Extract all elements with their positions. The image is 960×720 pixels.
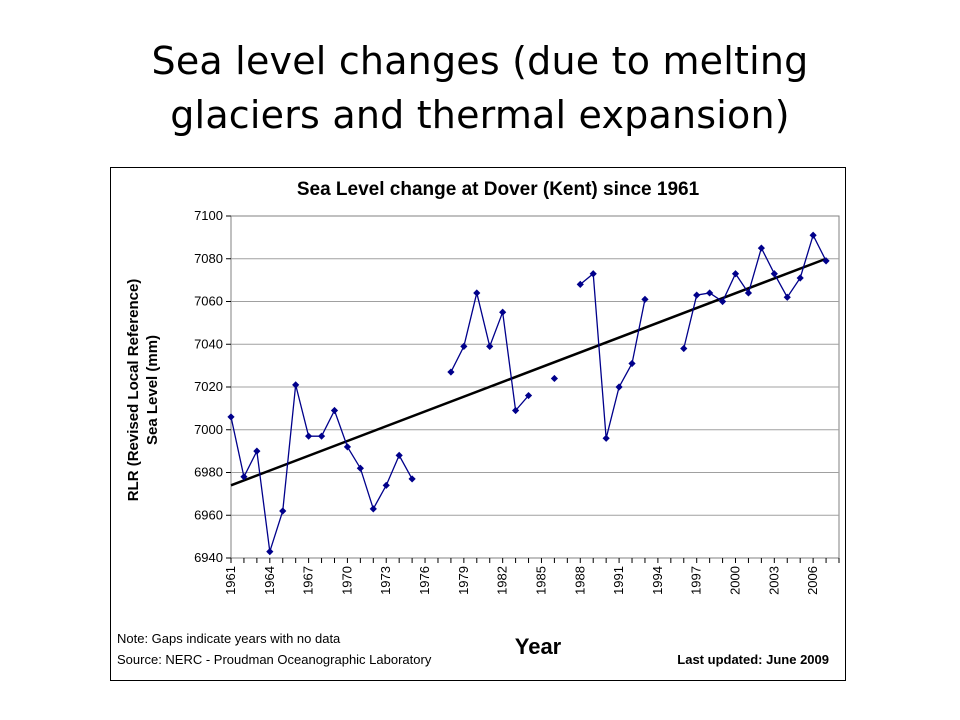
series-line <box>230 384 413 552</box>
y-axis-label-line2: Sea Level (mm) <box>144 335 161 445</box>
data-point <box>680 344 688 353</box>
y-tick-label: 6980 <box>194 465 223 480</box>
x-tick-label: 1964 <box>262 566 277 595</box>
x-tick-label: 2006 <box>805 566 820 595</box>
series-line <box>683 233 827 349</box>
data-point <box>292 381 300 389</box>
data-point <box>330 406 339 415</box>
x-tick-label: 1982 <box>495 566 510 595</box>
data-point <box>266 547 274 556</box>
x-tick-label: 1994 <box>650 566 665 595</box>
x-tick-label: 1988 <box>572 566 587 595</box>
y-tick-label: 6960 <box>194 507 223 522</box>
y-tick-label: 7020 <box>194 379 223 394</box>
data-point <box>382 481 390 489</box>
series-line <box>579 272 646 439</box>
y-tick-label: 7100 <box>194 208 223 223</box>
data-point <box>796 274 804 282</box>
data-point <box>253 447 261 455</box>
trendline-layer <box>230 257 827 487</box>
x-tick-label: 1973 <box>378 566 393 595</box>
y-tick-label: 6940 <box>194 550 223 565</box>
data-point <box>460 342 468 350</box>
data-point <box>757 244 765 252</box>
x-tick-label: 1970 <box>339 566 354 595</box>
data-point <box>602 434 610 442</box>
data-point <box>305 432 313 440</box>
x-tick-labels: 1961 1964 1967 1970 1973 1976 1979 1982 1985 1988… <box>223 566 820 595</box>
data-point <box>576 280 584 288</box>
x-tick-label: 1997 <box>689 566 704 595</box>
slide-title-line1: Sea level changes (due to melting <box>151 39 809 83</box>
data-point <box>499 308 507 316</box>
trendline <box>230 257 827 487</box>
data-point <box>783 293 791 301</box>
data-point <box>279 507 287 515</box>
data-point <box>447 368 455 376</box>
chart-frame: Sea Level change at Dover (Kent) since 1… <box>110 167 846 681</box>
data-point <box>227 413 235 421</box>
sea-level-chart: Sea Level change at Dover (Kent) since 1… <box>117 179 840 667</box>
chart-title: Sea Level change at Dover (Kent) since 1… <box>297 179 700 200</box>
y-tick-label: 7040 <box>194 336 223 351</box>
data-point <box>343 443 352 451</box>
series-line <box>450 292 530 413</box>
data-point <box>395 451 403 459</box>
y-tick-labels: 6940 6960 6980 7000 7020 7040 7060 7080 7100 <box>194 208 223 565</box>
series-layer <box>227 231 830 556</box>
slide-title: Sea level changes (due to melting glacie… <box>0 34 960 142</box>
x-tick-label: 2000 <box>728 566 743 595</box>
grid-layer <box>226 215 840 563</box>
y-tick-label: 7060 <box>194 294 223 309</box>
data-point <box>628 359 636 368</box>
data-point <box>486 342 494 350</box>
x-axis-label: Year <box>515 634 562 659</box>
data-point <box>693 291 701 299</box>
data-point <box>706 289 714 297</box>
x-tick-label: 1979 <box>456 566 471 595</box>
x-tick-label: 1961 <box>223 566 238 595</box>
y-tick-label: 7080 <box>194 251 223 266</box>
data-point <box>731 270 740 278</box>
y-tick-label: 7000 <box>194 422 223 437</box>
x-tick-label: 2003 <box>766 566 781 595</box>
x-tick-label: 1976 <box>417 566 432 595</box>
x-tick-label: 1985 <box>533 566 548 595</box>
data-point <box>240 473 248 481</box>
last-updated: Last updated: June 2009 <box>677 652 829 667</box>
data-point <box>317 432 326 440</box>
data-point <box>550 374 559 383</box>
data-point <box>511 406 520 415</box>
data-point <box>615 383 623 391</box>
data-point <box>369 505 377 513</box>
data-point <box>473 289 481 297</box>
data-point <box>356 464 364 472</box>
note-source: Source: NERC - Proudman Oceanographic La… <box>117 652 432 667</box>
x-tick-label: 1967 <box>301 566 316 595</box>
data-point <box>408 475 416 483</box>
slide-title-line2: glaciers and thermal expansion) <box>170 93 790 137</box>
x-tick-label: 1991 <box>611 566 626 595</box>
data-point <box>524 391 533 400</box>
data-point <box>641 295 649 303</box>
y-axis-label-line1: RLR (Revised Local Reference) <box>125 279 142 502</box>
data-point <box>718 297 727 306</box>
data-point <box>809 231 817 239</box>
note-gaps: Note: Gaps indicate years with no data <box>117 631 341 646</box>
